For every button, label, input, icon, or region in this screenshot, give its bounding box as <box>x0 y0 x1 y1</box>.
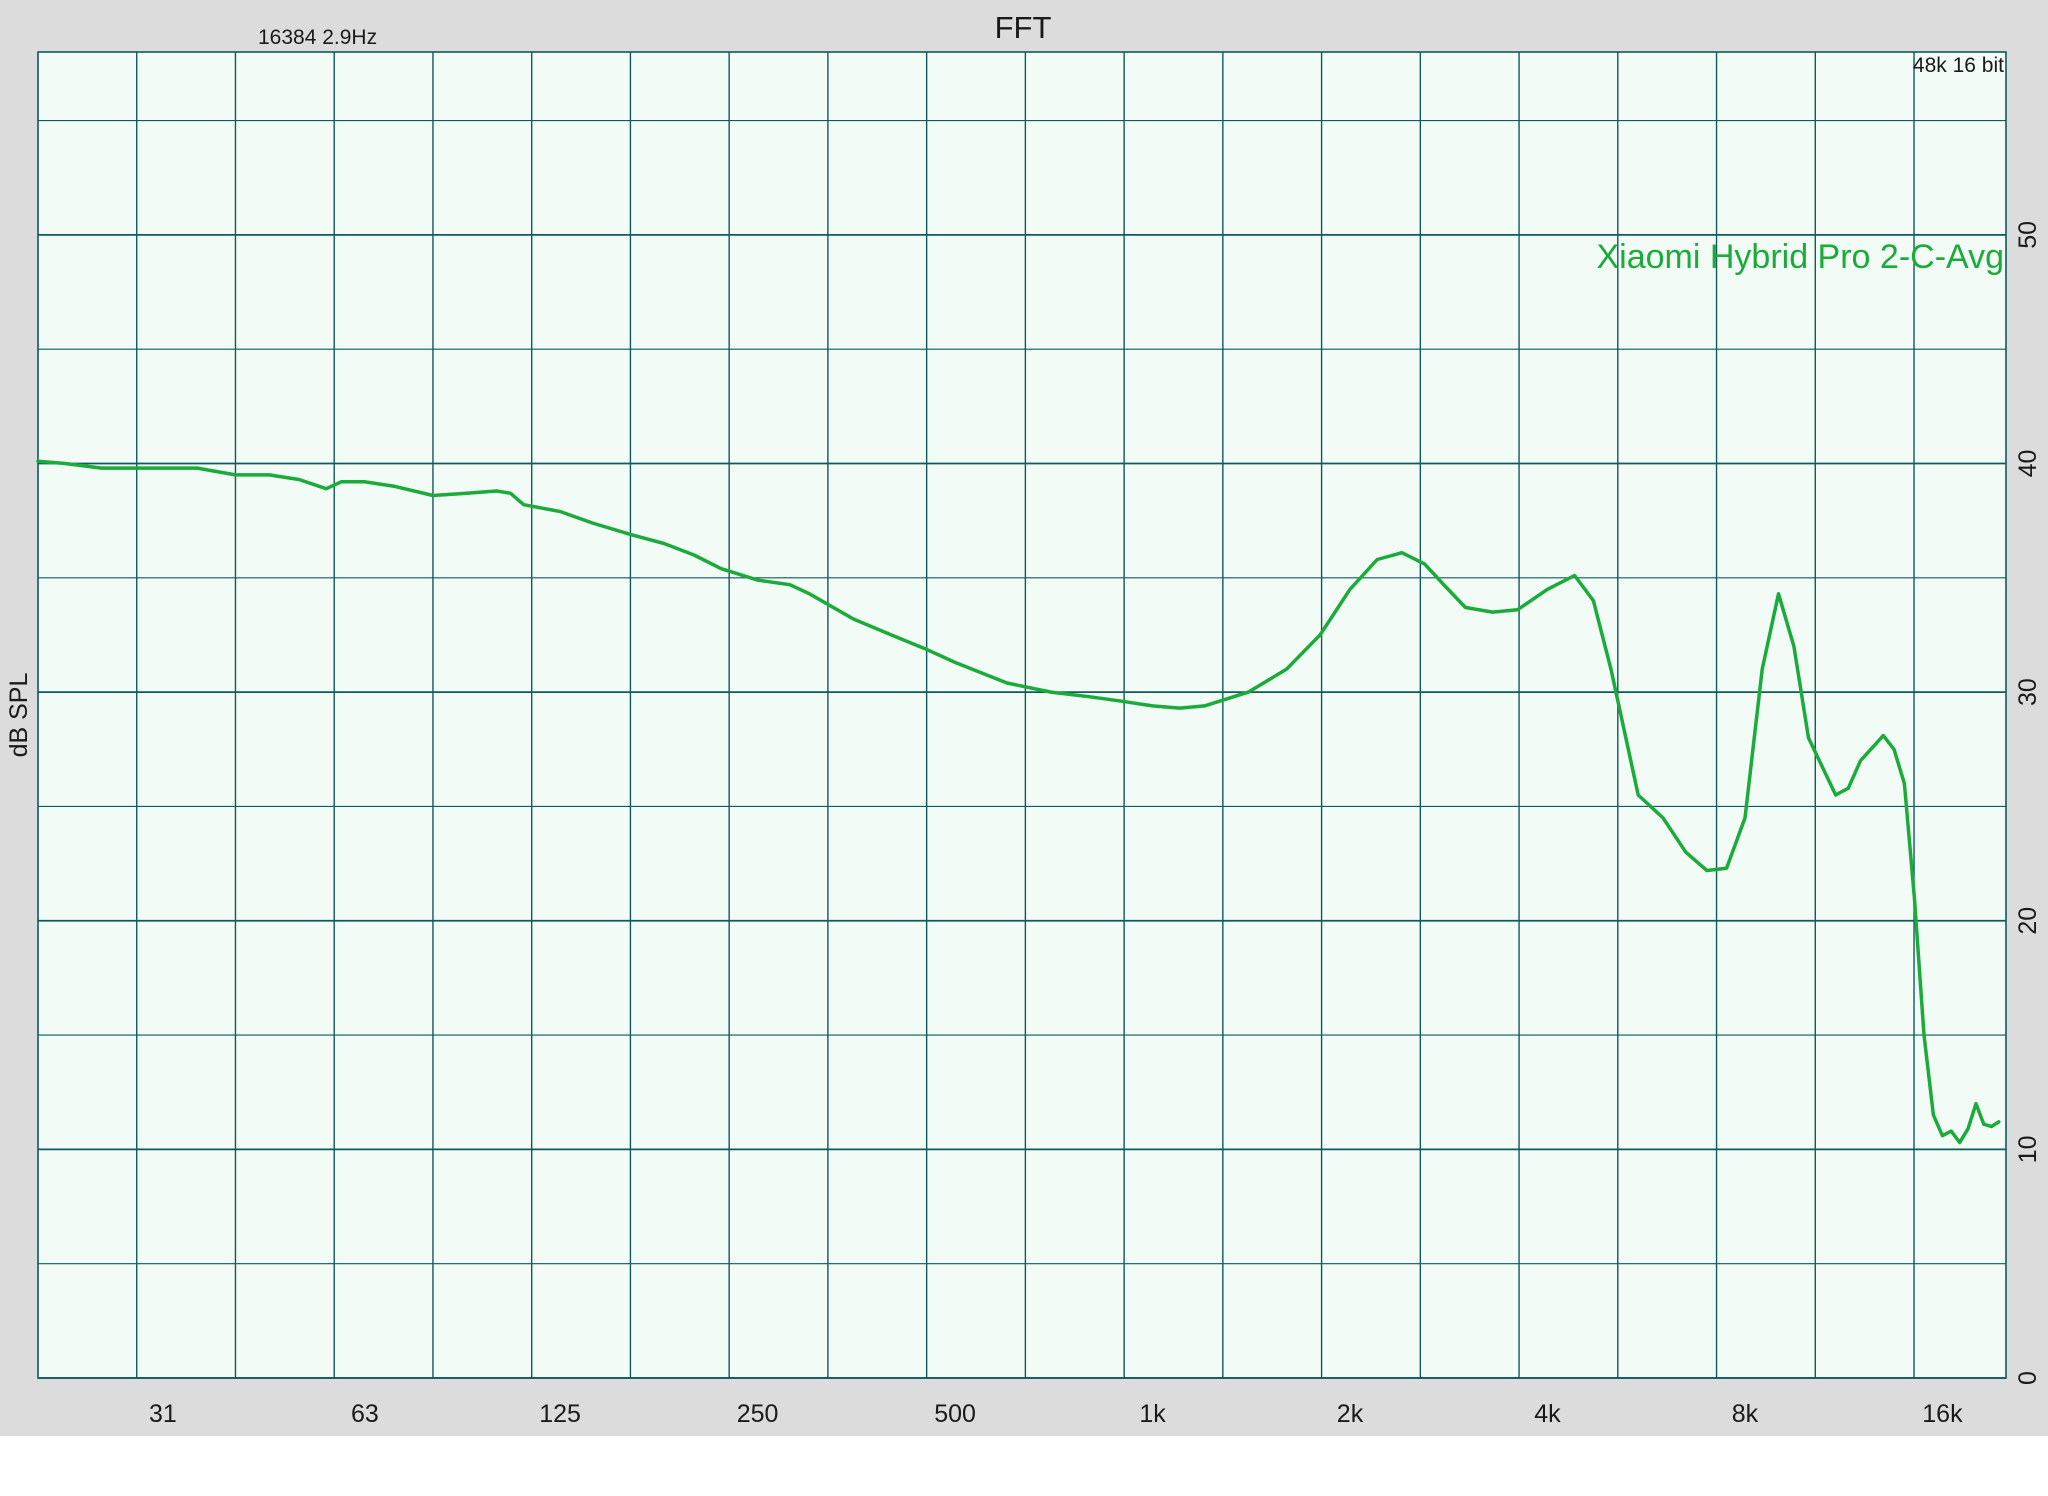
x-tick-label: 4k <box>1534 1400 1561 1428</box>
horizontal-gridlines <box>37 51 2007 1379</box>
y-tick-label: 10 <box>2014 1135 2042 1163</box>
chart-title: FFT <box>995 10 1052 45</box>
y-tick-label: 20 <box>2014 907 2042 935</box>
x-tick-labels: 31 63 125 250 500 1k 2k 4k 8k 16k <box>149 1400 1963 1428</box>
y-tick-label: 50 <box>2014 221 2042 249</box>
sample-info-label: 48k 16 bit <box>1913 54 2004 77</box>
series-line-xiaomi-hybrid-pro <box>36 459 2001 1145</box>
chart-window: 31 63 125 250 500 1k 2k 4k 8k 16k 0 10 20 30 40 50 FFT… <box>0 0 2048 1436</box>
vertical-gridlines <box>136 52 1915 1378</box>
x-tick-label: 250 <box>737 1400 779 1428</box>
x-tick-label: 125 <box>539 1400 581 1428</box>
fft-info-label: 16384 2.9Hz <box>258 26 377 49</box>
y-tick-labels: 0 10 20 30 40 50 <box>2014 221 2042 1385</box>
y-tick-label: 0 <box>2014 1371 2042 1385</box>
legend-entry-xiaomi-hybrid-pro: Xiaomi Hybrid Pro 2-C-Avg <box>1596 238 2004 276</box>
y-axis-label: dB SPL <box>5 673 33 758</box>
plot-border <box>37 51 2007 1379</box>
x-tick-label: 1k <box>1139 1400 1166 1428</box>
plot-area <box>38 52 2006 1378</box>
x-tick-label: 16k <box>1922 1400 1963 1428</box>
x-tick-label: 500 <box>934 1400 976 1428</box>
x-tick-label: 63 <box>351 1400 379 1428</box>
y-tick-label: 40 <box>2014 450 2042 478</box>
x-tick-label: 2k <box>1337 1400 1364 1428</box>
y-tick-label: 30 <box>2014 678 2042 706</box>
x-tick-label: 8k <box>1732 1400 1759 1428</box>
x-tick-label: 31 <box>149 1400 177 1428</box>
fft-chart: 31 63 125 250 500 1k 2k 4k 8k 16k 0 10 20 30 40 50 FFT… <box>5 10 2042 1428</box>
